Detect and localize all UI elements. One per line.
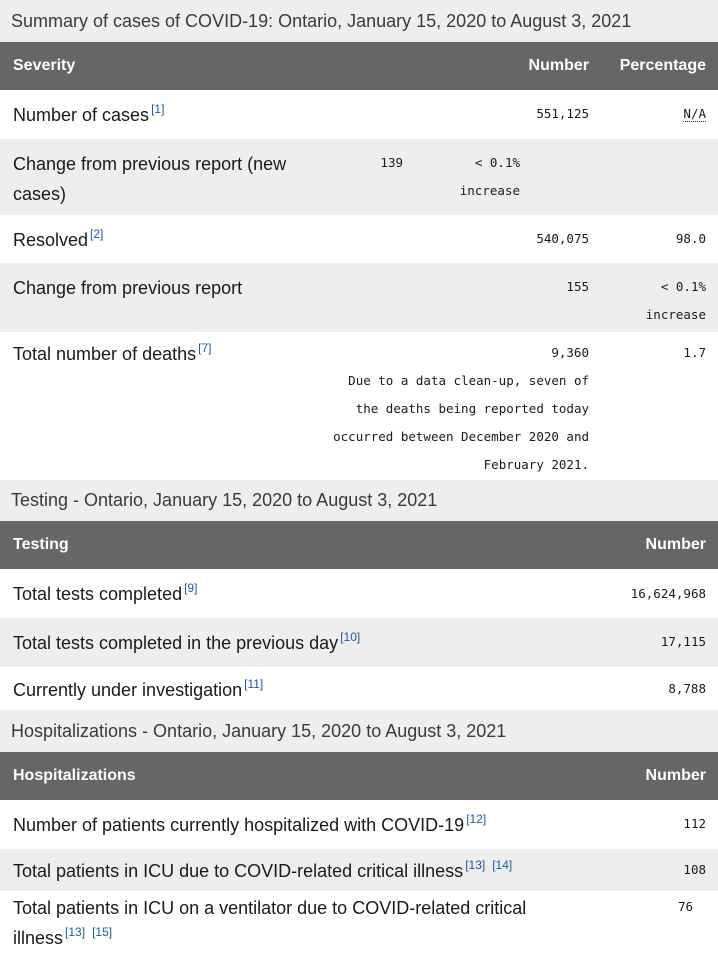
- percentage-cell: < 0.1% increase: [645, 279, 706, 322]
- table-header: Hospitalizations Number: [0, 752, 718, 800]
- deaths-note: Due to a data clean-up, seven of the dea…: [333, 373, 589, 472]
- row-label: Currently under investigation: [13, 680, 243, 700]
- percentage-cell: < 0.1% increase: [459, 155, 520, 198]
- col-header-number: Number: [645, 767, 706, 784]
- table-caption: Hospitalizations - Ontario, January 15, …: [0, 710, 718, 752]
- row-label: Number of cases: [13, 105, 150, 125]
- number-cell: 540,075: [536, 231, 589, 246]
- table-row: Resolved [2] 540,075 98.0: [0, 215, 718, 263]
- footnote-link[interactable]: [10]: [340, 630, 361, 644]
- footnote-link[interactable]: [2]: [90, 227, 104, 241]
- col-header-number: Number: [645, 536, 706, 553]
- number-cell: 9,360 Due to a data clean-up, seven of th…: [313, 339, 589, 479]
- table-row: Change from previous report 155 < 0.1% in…: [0, 263, 718, 332]
- row-label: Number of patients currently hospitalize…: [13, 815, 465, 835]
- col-header-testing: Testing: [13, 536, 69, 553]
- number-cell: 112: [683, 816, 706, 831]
- table-row: Currently under investigation [11] 8,788: [0, 667, 718, 710]
- row-label: Change from previous report: [13, 278, 243, 298]
- testing-table: Testing - Ontario, January 15, 2020 to A…: [0, 480, 718, 710]
- number-cell: 108: [683, 862, 706, 877]
- table-row: Total tests completed in the previous da…: [0, 618, 718, 667]
- table-caption: Summary of cases of COVID-19: Ontario, J…: [0, 0, 718, 42]
- percentage-cell: N/A: [589, 100, 706, 128]
- col-header-percentage: Percentage: [619, 57, 706, 74]
- na-abbreviation: N/A: [683, 106, 706, 122]
- row-label: Total tests completed: [13, 584, 183, 604]
- col-header-number: Number: [528, 57, 589, 74]
- footnote-link[interactable]: [14]: [492, 858, 513, 872]
- table-caption: Testing - Ontario, January 15, 2020 to A…: [0, 480, 718, 521]
- number-cell: 551,125: [536, 106, 589, 121]
- footnote-link[interactable]: [13]: [65, 925, 86, 939]
- col-header-severity: Severity: [13, 57, 76, 74]
- footnote-link[interactable]: [11]: [244, 677, 264, 691]
- summary-table: Summary of cases of COVID-19: Ontario, J…: [0, 0, 718, 480]
- row-label: Resolved: [13, 230, 89, 250]
- footnote-link[interactable]: [7]: [198, 341, 212, 355]
- number-cell: 139: [380, 155, 403, 170]
- table-row: Total patients in ICU on a ventilator du…: [0, 891, 718, 961]
- number-cell: 76: [677, 899, 693, 914]
- footnote-link[interactable]: [13]: [465, 858, 486, 872]
- footnote-link[interactable]: [12]: [466, 812, 487, 826]
- table-header: Testing Number: [0, 521, 718, 569]
- number-cell: 17,115: [660, 634, 706, 649]
- row-label: Change from previous report (new cases): [13, 154, 287, 204]
- col-header-hospitalizations: Hospitalizations: [13, 767, 136, 784]
- percentage-cell: 98.0: [675, 231, 706, 246]
- table-row: Total tests completed [9] 16,624,968: [0, 569, 718, 618]
- row-label: Total patients in ICU on a ventilator du…: [13, 898, 527, 948]
- table-row: Change from previous report (new cases) …: [0, 139, 718, 215]
- number-cell: 8,788: [668, 681, 706, 696]
- table-row: Total number of deaths [7] 9,360 Due to a …: [0, 332, 718, 480]
- footnote-link[interactable]: [1]: [151, 102, 165, 116]
- footnote-link[interactable]: [9]: [184, 581, 198, 595]
- percentage-cell: 1.7: [683, 345, 706, 360]
- footnote-link[interactable]: [15]: [92, 925, 113, 939]
- table-header: Severity Number Percentage: [0, 42, 718, 90]
- table-row: Total patients in ICU due to COVID-relat…: [0, 849, 718, 891]
- table-row: Number of cases [1] 551,125 N/A: [0, 90, 718, 139]
- number-cell: 155: [566, 279, 589, 294]
- hospitalizations-table: Hospitalizations - Ontario, January 15, …: [0, 710, 718, 961]
- row-label: Total patients in ICU due to COVID-relat…: [13, 861, 464, 881]
- number-cell: 16,624,968: [630, 586, 706, 601]
- table-row: Number of patients currently hospitalize…: [0, 800, 718, 849]
- row-label: Total number of deaths: [13, 344, 197, 364]
- row-label: Total tests completed in the previous da…: [13, 633, 339, 653]
